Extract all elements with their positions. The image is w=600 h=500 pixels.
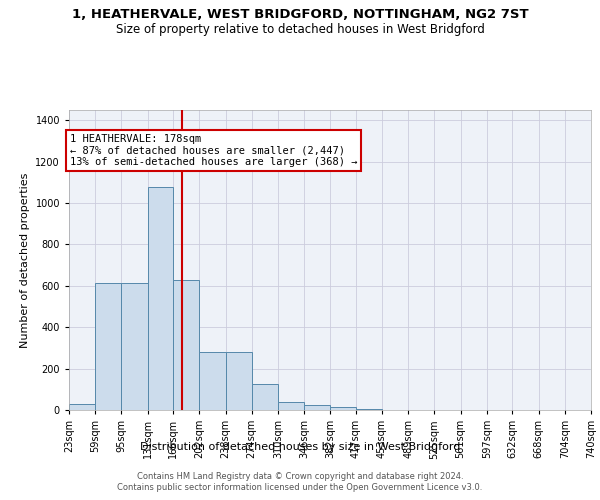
Bar: [278, 402, 304, 410]
Bar: [199, 352, 226, 410]
Text: Distribution of detached houses by size in West Bridgford: Distribution of detached houses by size …: [140, 442, 460, 452]
Text: Contains HM Land Registry data © Crown copyright and database right 2024.: Contains HM Land Registry data © Crown c…: [137, 472, 463, 481]
Bar: [148, 186, 173, 410]
Bar: [173, 280, 199, 410]
Bar: [226, 352, 252, 410]
Text: Size of property relative to detached houses in West Bridgford: Size of property relative to detached ho…: [116, 22, 484, 36]
Bar: [331, 407, 356, 410]
Bar: [121, 283, 148, 410]
Y-axis label: Number of detached properties: Number of detached properties: [20, 172, 30, 348]
Text: 1 HEATHERVALE: 178sqm
← 87% of detached houses are smaller (2,447)
13% of semi-d: 1 HEATHERVALE: 178sqm ← 87% of detached …: [70, 134, 357, 167]
Bar: [304, 405, 331, 410]
Bar: [95, 283, 121, 410]
Text: Contains public sector information licensed under the Open Government Licence v3: Contains public sector information licen…: [118, 484, 482, 492]
Bar: [252, 384, 278, 410]
Bar: [69, 404, 95, 410]
Bar: [356, 409, 382, 410]
Text: 1, HEATHERVALE, WEST BRIDGFORD, NOTTINGHAM, NG2 7ST: 1, HEATHERVALE, WEST BRIDGFORD, NOTTINGH…: [71, 8, 529, 20]
